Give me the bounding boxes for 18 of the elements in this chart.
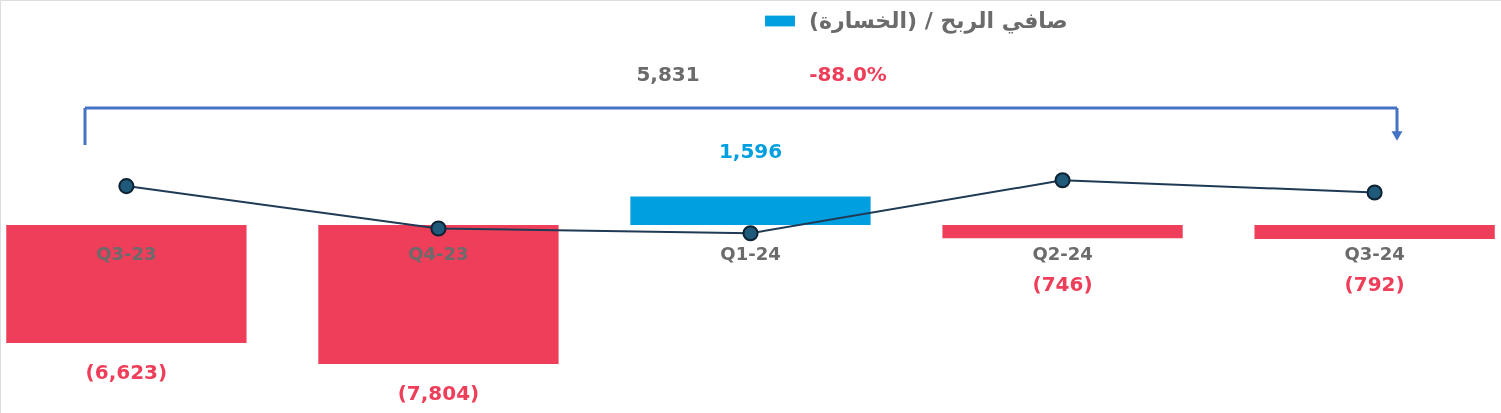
data-label: (6,623) — [85, 359, 168, 384]
x-tick-label: Q2-24 — [1032, 243, 1093, 264]
data-label: (792) — [1344, 272, 1405, 296]
x-tick-label: Q4-23 — [408, 243, 469, 264]
data-label: 1,596 — [718, 138, 783, 163]
x-tick-label: Q3-24 — [1344, 243, 1405, 264]
legend-label: صافي الربح / (الخسارة) — [809, 8, 1068, 34]
x-tick-label: Q3-23 — [96, 243, 157, 264]
data-label: (7,804) — [397, 381, 480, 405]
x-tick-label: Q1-24 — [720, 243, 781, 264]
text: -88.0% — [809, 62, 887, 86]
point — [1054, 172, 1071, 189]
point — [742, 225, 759, 242]
point — [118, 178, 135, 195]
point — [430, 220, 447, 237]
text: 5,831 — [636, 62, 700, 86]
point — [1366, 184, 1383, 201]
data-label: (746) — [1032, 272, 1093, 296]
